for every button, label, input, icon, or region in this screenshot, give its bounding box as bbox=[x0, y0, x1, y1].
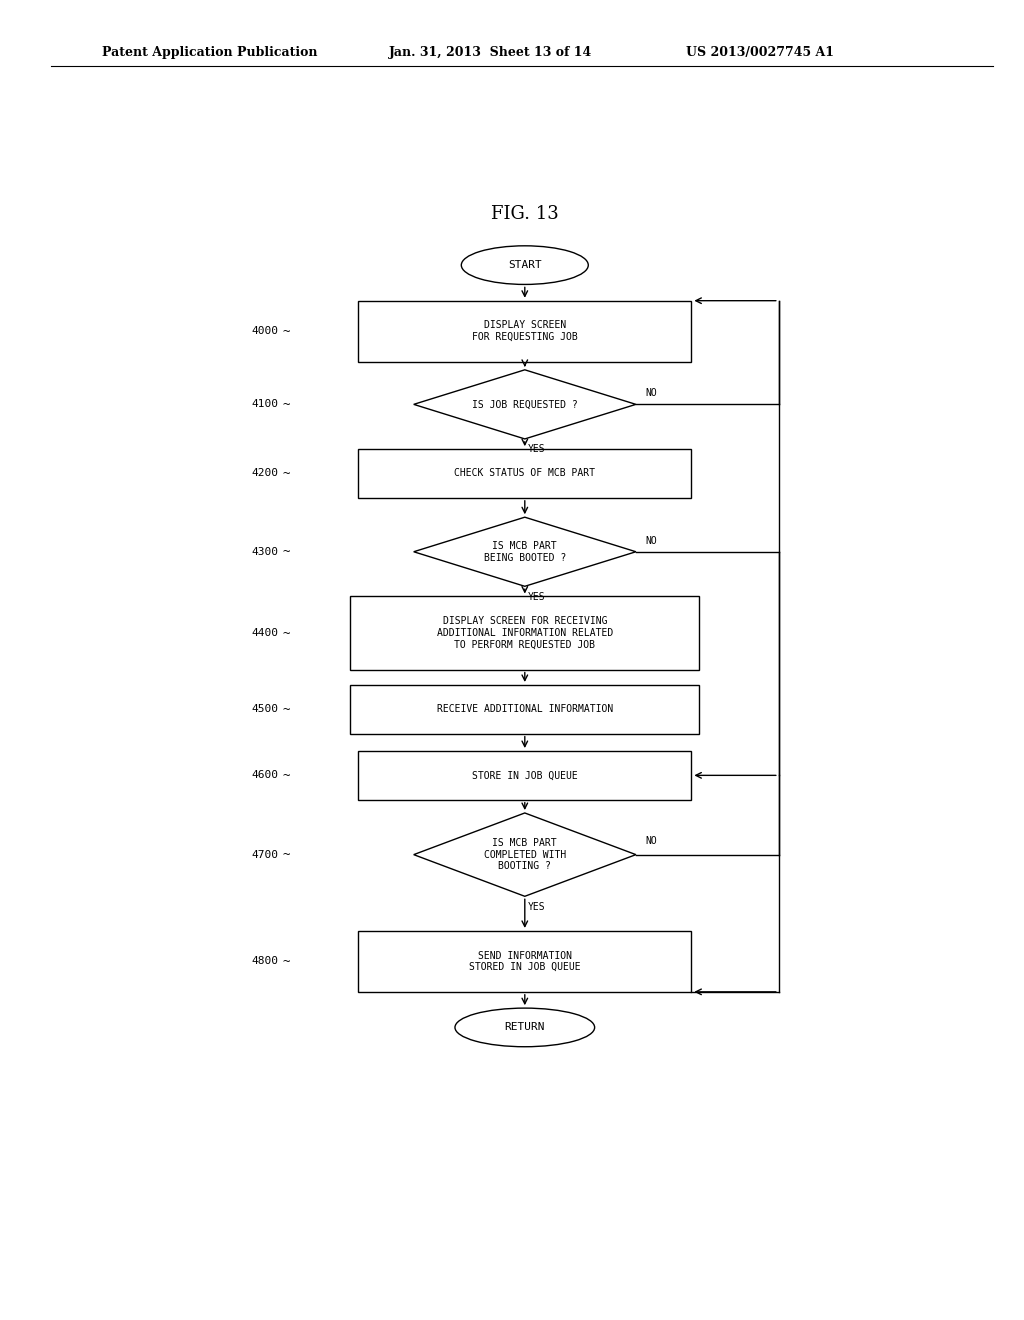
Text: 4300: 4300 bbox=[252, 546, 279, 557]
Text: RETURN: RETURN bbox=[505, 1023, 545, 1032]
Text: ~: ~ bbox=[283, 545, 290, 558]
Text: RECEIVE ADDITIONAL INFORMATION: RECEIVE ADDITIONAL INFORMATION bbox=[436, 705, 613, 714]
Text: CHECK STATUS OF MCB PART: CHECK STATUS OF MCB PART bbox=[455, 469, 595, 478]
Text: 4700: 4700 bbox=[252, 850, 279, 859]
Text: FIG. 13: FIG. 13 bbox=[490, 206, 559, 223]
Text: DISPLAY SCREEN FOR RECEIVING
ADDITIONAL INFORMATION RELATED
TO PERFORM REQUESTED: DISPLAY SCREEN FOR RECEIVING ADDITIONAL … bbox=[436, 616, 613, 649]
Text: NO: NO bbox=[645, 536, 657, 545]
Text: YES: YES bbox=[528, 902, 546, 912]
Text: SEND INFORMATION
STORED IN JOB QUEUE: SEND INFORMATION STORED IN JOB QUEUE bbox=[469, 950, 581, 972]
Text: YES: YES bbox=[528, 444, 546, 454]
Text: 4200: 4200 bbox=[252, 469, 279, 478]
Text: STORE IN JOB QUEUE: STORE IN JOB QUEUE bbox=[472, 771, 578, 780]
Text: ~: ~ bbox=[283, 768, 290, 781]
Text: 4000: 4000 bbox=[252, 326, 279, 337]
Text: ~: ~ bbox=[283, 702, 290, 715]
Text: 4600: 4600 bbox=[252, 771, 279, 780]
Text: 4500: 4500 bbox=[252, 705, 279, 714]
Text: ~: ~ bbox=[283, 325, 290, 338]
Text: YES: YES bbox=[528, 591, 546, 602]
Text: ~: ~ bbox=[283, 467, 290, 480]
Text: IS JOB REQUESTED ?: IS JOB REQUESTED ? bbox=[472, 400, 578, 409]
Text: NO: NO bbox=[645, 837, 657, 846]
Text: Jan. 31, 2013  Sheet 13 of 14: Jan. 31, 2013 Sheet 13 of 14 bbox=[389, 46, 592, 59]
Text: Patent Application Publication: Patent Application Publication bbox=[102, 46, 317, 59]
Text: NO: NO bbox=[645, 388, 657, 399]
Text: US 2013/0027745 A1: US 2013/0027745 A1 bbox=[686, 46, 835, 59]
Text: ~: ~ bbox=[283, 627, 290, 640]
Text: 4400: 4400 bbox=[252, 628, 279, 638]
Text: ~: ~ bbox=[283, 954, 290, 968]
Text: 4100: 4100 bbox=[252, 400, 279, 409]
Text: 4800: 4800 bbox=[252, 957, 279, 966]
Text: START: START bbox=[508, 260, 542, 271]
Text: ~: ~ bbox=[283, 397, 290, 411]
Text: ~: ~ bbox=[283, 849, 290, 861]
Text: IS MCB PART
BEING BOOTED ?: IS MCB PART BEING BOOTED ? bbox=[483, 541, 566, 562]
Text: DISPLAY SCREEN
FOR REQUESTING JOB: DISPLAY SCREEN FOR REQUESTING JOB bbox=[472, 321, 578, 342]
Text: IS MCB PART
COMPLETED WITH
BOOTING ?: IS MCB PART COMPLETED WITH BOOTING ? bbox=[483, 838, 566, 871]
